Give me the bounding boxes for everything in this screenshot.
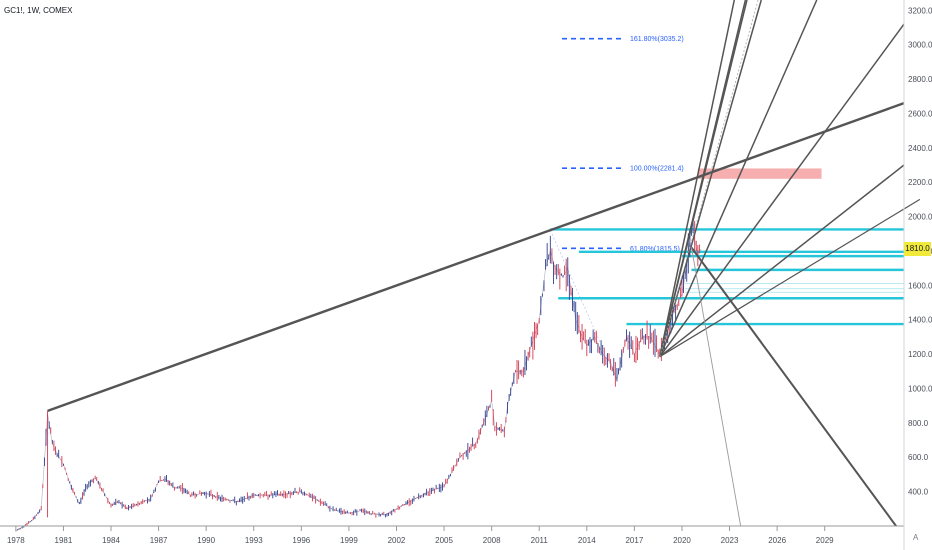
y-tick-label: 2200.0 xyxy=(908,178,932,187)
y-tick-label: 2000.0 xyxy=(908,213,932,222)
fibonacci-extension[interactable]: 161.80%(3035.2) 100.00%(2281.4) 61.80%(181… xyxy=(550,36,684,381)
last-price-badge: 1810.0 xyxy=(904,242,931,256)
y-tick-label: 1400.0 xyxy=(908,316,932,325)
x-tick-label: 1990 xyxy=(197,536,215,545)
x-tick-label: 2014 xyxy=(578,536,596,545)
x-tick-label: 1999 xyxy=(340,536,358,545)
fan-trendline xyxy=(659,0,818,357)
fib-level-label: 161.80%(3035.2) xyxy=(630,36,684,43)
auto-scale-button[interactable]: A xyxy=(913,533,919,542)
target-zone-rect xyxy=(697,168,822,179)
long-term-trendline xyxy=(47,102,905,412)
x-tick-label: 2026 xyxy=(768,536,786,545)
fib-level-label: 100.00%(2281.4) xyxy=(630,166,684,173)
y-tick-label: 1200.0 xyxy=(908,350,932,359)
target-zone[interactable] xyxy=(697,168,822,179)
y-tick-label: 3000.0 xyxy=(908,41,932,50)
fan-trendline xyxy=(659,164,905,358)
fan-trendline xyxy=(659,0,747,357)
x-tick-label: 2029 xyxy=(816,536,834,545)
y-tick-label: 3200.0 xyxy=(908,6,932,15)
y-tick-label: 2400.0 xyxy=(908,144,932,153)
x-tick-label: 1996 xyxy=(292,536,310,545)
fib-guide-line xyxy=(550,230,618,381)
fan-trendline xyxy=(659,23,905,358)
x-tick-label: 2002 xyxy=(388,536,406,545)
x-tick-label: 2005 xyxy=(435,536,453,545)
y-tick-label: 1600.0 xyxy=(908,281,932,290)
fan-guide-line xyxy=(659,0,759,357)
downtrend-thin-line xyxy=(691,247,742,527)
y-tick-label: 2800.0 xyxy=(908,75,932,84)
x-tick-label: 2008 xyxy=(483,536,501,545)
trendlines[interactable] xyxy=(47,0,921,527)
x-tick-label: 1984 xyxy=(102,536,120,545)
fan-trendline xyxy=(659,0,736,357)
x-tick-label: 1981 xyxy=(55,536,73,545)
x-tick-label: 1987 xyxy=(150,536,168,545)
symbol-title: GC1!, 1W, COMEX xyxy=(4,6,73,15)
y-tick-label: 600.0 xyxy=(908,453,929,462)
x-tick-label: 2011 xyxy=(531,536,549,545)
y-tick-label: 2600.0 xyxy=(908,109,932,118)
y-tick-label: 400.0 xyxy=(908,488,929,497)
x-tick-label: 1978 xyxy=(7,536,25,545)
x-tick-label: 2020 xyxy=(673,536,691,545)
fan-trendline xyxy=(659,0,762,357)
fan-trendline xyxy=(659,198,921,358)
y-tick-label: 800.0 xyxy=(908,419,929,428)
x-tick-label: 2023 xyxy=(721,536,739,545)
fib-level-label: 61.80%(1815.5) xyxy=(630,246,680,253)
x-tick-label: 1993 xyxy=(245,536,263,545)
downtrend-line xyxy=(690,246,897,527)
x-axis-ticks: 1978 1981 1984 1987 1990 1993 1996 1999 2002 2005… xyxy=(7,526,834,545)
axes xyxy=(0,0,905,550)
x-tick-label: 2017 xyxy=(625,536,643,545)
y-tick-label: 1000.0 xyxy=(908,384,932,393)
